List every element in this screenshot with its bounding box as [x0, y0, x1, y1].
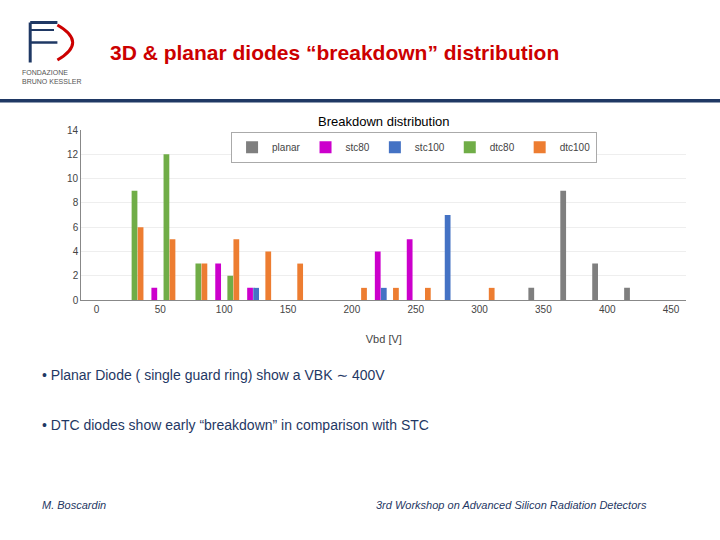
svg-text:stc80: stc80: [346, 142, 370, 153]
svg-text:4: 4: [73, 246, 79, 257]
svg-text:dtc80: dtc80: [490, 142, 515, 153]
svg-text:100: 100: [216, 304, 233, 315]
svg-text:2: 2: [73, 270, 79, 281]
svg-text:150: 150: [280, 304, 297, 315]
svg-text:FONDAZIONEBRUNO KESSLER: FONDAZIONEBRUNO KESSLER: [22, 69, 82, 85]
svg-text:350: 350: [535, 304, 552, 315]
svg-text:• Planar Diode ( single guard: • Planar Diode ( single guard ring) show…: [42, 367, 385, 383]
svg-text:3D & planar diodes “breakdown”: 3D & planar diodes “breakdown” distribut…: [110, 41, 559, 64]
svg-text:Vbd [V]: Vbd [V]: [366, 333, 402, 345]
svg-text:0: 0: [73, 295, 79, 306]
svg-text:250: 250: [407, 304, 424, 315]
svg-text:stc100: stc100: [415, 142, 445, 153]
svg-text:planar: planar: [272, 142, 300, 153]
svg-text:6: 6: [73, 222, 79, 233]
svg-text:M. Boscardin: M. Boscardin: [42, 499, 106, 511]
svg-text:Breakdown distribution: Breakdown distribution: [318, 114, 450, 129]
svg-text:14: 14: [67, 125, 79, 136]
svg-text:400: 400: [599, 304, 616, 315]
svg-text:300: 300: [471, 304, 488, 315]
svg-text:12: 12: [67, 149, 79, 160]
svg-text:dtc100: dtc100: [560, 142, 590, 153]
svg-text:200: 200: [344, 304, 361, 315]
svg-text:3rd Workshop on Advanced Silic: 3rd Workshop on Advanced Silicon Radiati…: [376, 499, 647, 511]
svg-text:8: 8: [73, 197, 79, 208]
svg-text:50: 50: [155, 304, 167, 315]
svg-text:10: 10: [67, 173, 79, 184]
svg-text:450: 450: [663, 304, 680, 315]
svg-text:0: 0: [94, 304, 100, 315]
svg-text:• DTC diodes show early “break: • DTC diodes show early “breakdown” in c…: [42, 417, 429, 433]
